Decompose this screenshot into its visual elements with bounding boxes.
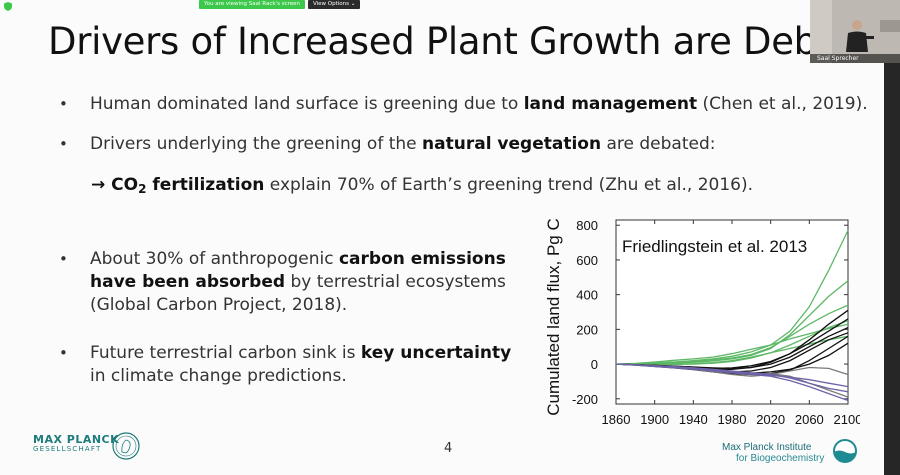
chart-annotation: Friedlingstein et al. 2013 [622, 237, 807, 256]
series-line-16 [615, 363, 849, 393]
series-line-4 [615, 323, 849, 365]
sub-bullet-text: explain 70% of Earth’s greening trend (Z… [264, 175, 754, 195]
side-panel-strip [884, 63, 900, 475]
land-flux-chart: 800 600 400 200 0 -200 1860 1900 1940 1980 2020 206… [544, 218, 860, 427]
bullet-text: Future terrestrial carbon sink is [90, 343, 361, 363]
y-tick-label: 800 [576, 218, 598, 233]
x-tick-label: 2060 [795, 412, 824, 427]
x-tick-label: 1900 [640, 412, 669, 427]
x-tick-label: 1860 [602, 412, 631, 427]
co2-subscript: 2 [138, 182, 147, 196]
participant-name: Saal Sprecher [810, 54, 900, 63]
screen-share-bar: You are viewing Saal Rack's screen View … [199, 0, 361, 9]
bullet-dot: • [59, 135, 68, 153]
shield-icon [4, 2, 12, 11]
fertilization-text: fertilization [146, 175, 265, 195]
bullet-text: are debated: [601, 134, 716, 154]
slide-title: Drivers of Increased Plant Growth are De… [48, 20, 900, 63]
series-line-2 [615, 304, 849, 365]
bullet-text: in climate change predictions. [90, 366, 347, 386]
bullet-item: • Drivers underlying the greening of the… [59, 133, 716, 156]
y-tick-label: 600 [576, 253, 598, 268]
x-tick-label: 1980 [718, 412, 747, 427]
video-thumbnail[interactable]: Saal Sprecher [810, 0, 900, 63]
series-line-1 [616, 280, 849, 365]
arrow-text: → [91, 175, 112, 195]
bullet-text: (Chen et al., 2019). [697, 94, 868, 114]
y-tick-label: -200 [572, 392, 598, 407]
max-planck-logo: MAX PLANCK GESELLSCHAFT [33, 433, 119, 453]
screen-share-banner: You are viewing Saal Rack's screen [199, 0, 305, 9]
bullet-item: • About 30% of anthropogenic carbon emis… [59, 248, 506, 317]
bullet-item: • Human dominated land surface is greeni… [59, 93, 868, 116]
bullet-dot: • [59, 250, 68, 268]
series-line-5 [615, 335, 849, 366]
bullet-emphasis: natural vegetation [422, 134, 602, 154]
bullet-emphasis: have been absorbed [90, 272, 286, 292]
institute-line: for Biogeochemistry [736, 453, 825, 464]
institute-line: Max Planck Institute [722, 442, 812, 453]
bullet-emphasis: key uncertainty [360, 343, 512, 363]
bullet-emphasis: carbon emissions [338, 249, 506, 269]
bullet-dot: • [59, 344, 68, 362]
mpi-bgc-emblem-icon [833, 439, 857, 463]
bullet-text: by terrestrial ecosystems [285, 272, 506, 292]
y-tick-label: 400 [576, 288, 598, 303]
x-tick-label: 2100 [834, 412, 860, 427]
institute-label: Max Planck Institute for Biogeochemistry [722, 442, 824, 464]
view-options-button[interactable]: View Options ⌄ [308, 0, 361, 9]
y-tick-label: 0 [591, 357, 598, 372]
page-number: 4 [444, 441, 453, 456]
y-tick-label: 200 [576, 322, 598, 337]
co2-text: CO [111, 175, 139, 195]
bullet-item: • Future terrestrial carbon sink is key … [59, 342, 512, 388]
speaker-figure-icon [810, 0, 900, 63]
bullet-text: About 30% of anthropogenic [90, 249, 339, 269]
x-tick-label: 2020 [756, 412, 785, 427]
bullet-text: (Global Carbon Project, 2018). [90, 295, 348, 315]
logo-line: GESELLSCHAFT [33, 445, 102, 453]
bullet-dot: • [59, 95, 68, 113]
sub-bullet: → CO2 fertilization explain 70% of Earth… [91, 175, 753, 196]
logo-line: MAX PLANCK [33, 433, 120, 446]
bullet-emphasis: land management [523, 94, 698, 114]
bullet-text: Drivers underlying the greening of the [90, 134, 423, 154]
bullet-text: Human dominated land surface is greening… [90, 94, 524, 114]
y-axis-label: Cumulated land flux, Pg C [544, 218, 563, 416]
x-tick-label: 1940 [679, 412, 708, 427]
minerva-emblem-icon [112, 432, 140, 460]
